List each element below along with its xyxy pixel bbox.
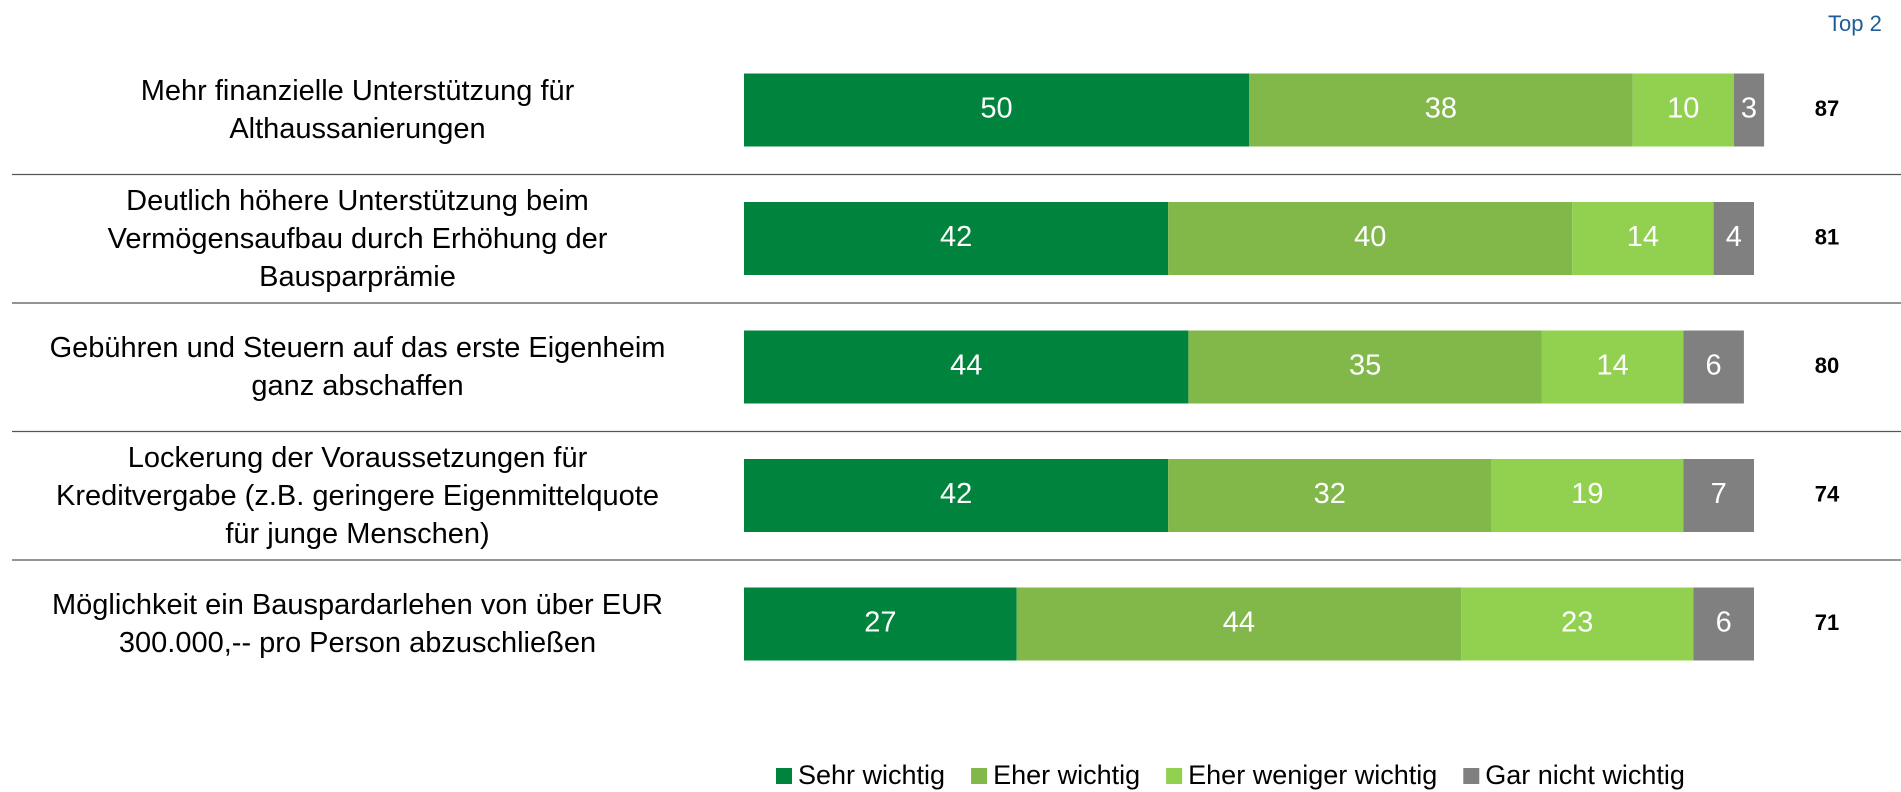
- bar-segment: [1683, 330, 1744, 404]
- value-label: 27: [864, 607, 896, 639]
- bar-segment: [744, 73, 1249, 147]
- bar-segment: [1249, 73, 1633, 147]
- legend-swatch: [1166, 768, 1183, 784]
- value-label: 38: [1425, 93, 1457, 125]
- bar-segment: [1733, 73, 1765, 147]
- bar-segment: [744, 330, 1189, 404]
- bar-segment: [1016, 587, 1462, 661]
- top2-value: 81: [1815, 224, 1839, 249]
- legend-label: Sehr wichtig: [798, 760, 945, 790]
- value-label: 10: [1667, 93, 1699, 125]
- value-label: 14: [1627, 221, 1659, 253]
- category-label: Lockerung der Voraussetzungen für Kredit…: [56, 441, 659, 550]
- bar-segment: [1572, 202, 1714, 275]
- top2-value: 87: [1815, 96, 1839, 121]
- legend-swatch: [776, 768, 792, 784]
- top2-value: 74: [1815, 481, 1840, 506]
- category-label: Gebühren und Steuern auf das erste Eigen…: [49, 332, 666, 402]
- bar-segment: [1541, 330, 1684, 404]
- value-label: 6: [1706, 350, 1722, 382]
- bar-segment: [1188, 330, 1542, 404]
- bar-segment: [1683, 459, 1754, 532]
- top2-value: 80: [1815, 353, 1839, 378]
- legend-swatch: [1463, 768, 1480, 784]
- value-label: 42: [940, 221, 972, 253]
- value-label: 50: [980, 93, 1012, 125]
- bar-segment: [744, 202, 1169, 275]
- value-label: 19: [1571, 478, 1603, 510]
- category-label: Möglichkeit ein Bauspardarlehen von über…: [52, 589, 663, 659]
- value-label: 14: [1596, 350, 1628, 382]
- value-label: 44: [950, 350, 982, 382]
- bar-segment: [1632, 73, 1734, 147]
- bar-segment: [1168, 459, 1492, 532]
- top2-value: 71: [1815, 610, 1839, 635]
- value-label: 7: [1711, 478, 1727, 510]
- bar-segment: [1168, 202, 1573, 275]
- bar-segment: [1713, 202, 1754, 275]
- value-label: 35: [1349, 350, 1381, 382]
- value-label: 42: [940, 478, 972, 510]
- top2-header: Top 2: [1828, 11, 1882, 36]
- bar-segment: [1461, 587, 1694, 661]
- value-label: 44: [1223, 607, 1255, 639]
- category-label: Mehr finanzielle Unterstützung für Altha…: [140, 75, 575, 145]
- value-label: 3: [1741, 93, 1757, 125]
- value-label: 4: [1726, 221, 1742, 253]
- value-label: 40: [1354, 221, 1386, 253]
- legend-label: Gar nicht wichtig: [1485, 760, 1685, 790]
- legend-swatch: [971, 768, 988, 784]
- legend-label: Eher wichtig: [993, 760, 1140, 790]
- bar-segment: [1693, 587, 1754, 661]
- category-label: Deutlich höhere Unterstützung beim Vermö…: [107, 184, 608, 293]
- legend-label: Eher weniger wichtig: [1188, 760, 1437, 790]
- value-label: 32: [1314, 478, 1346, 510]
- value-label: 23: [1561, 607, 1593, 639]
- bar-segment: [744, 459, 1169, 532]
- value-label: 6: [1716, 607, 1732, 639]
- bar-segment: [1491, 459, 1684, 532]
- bar-segment: [744, 587, 1017, 661]
